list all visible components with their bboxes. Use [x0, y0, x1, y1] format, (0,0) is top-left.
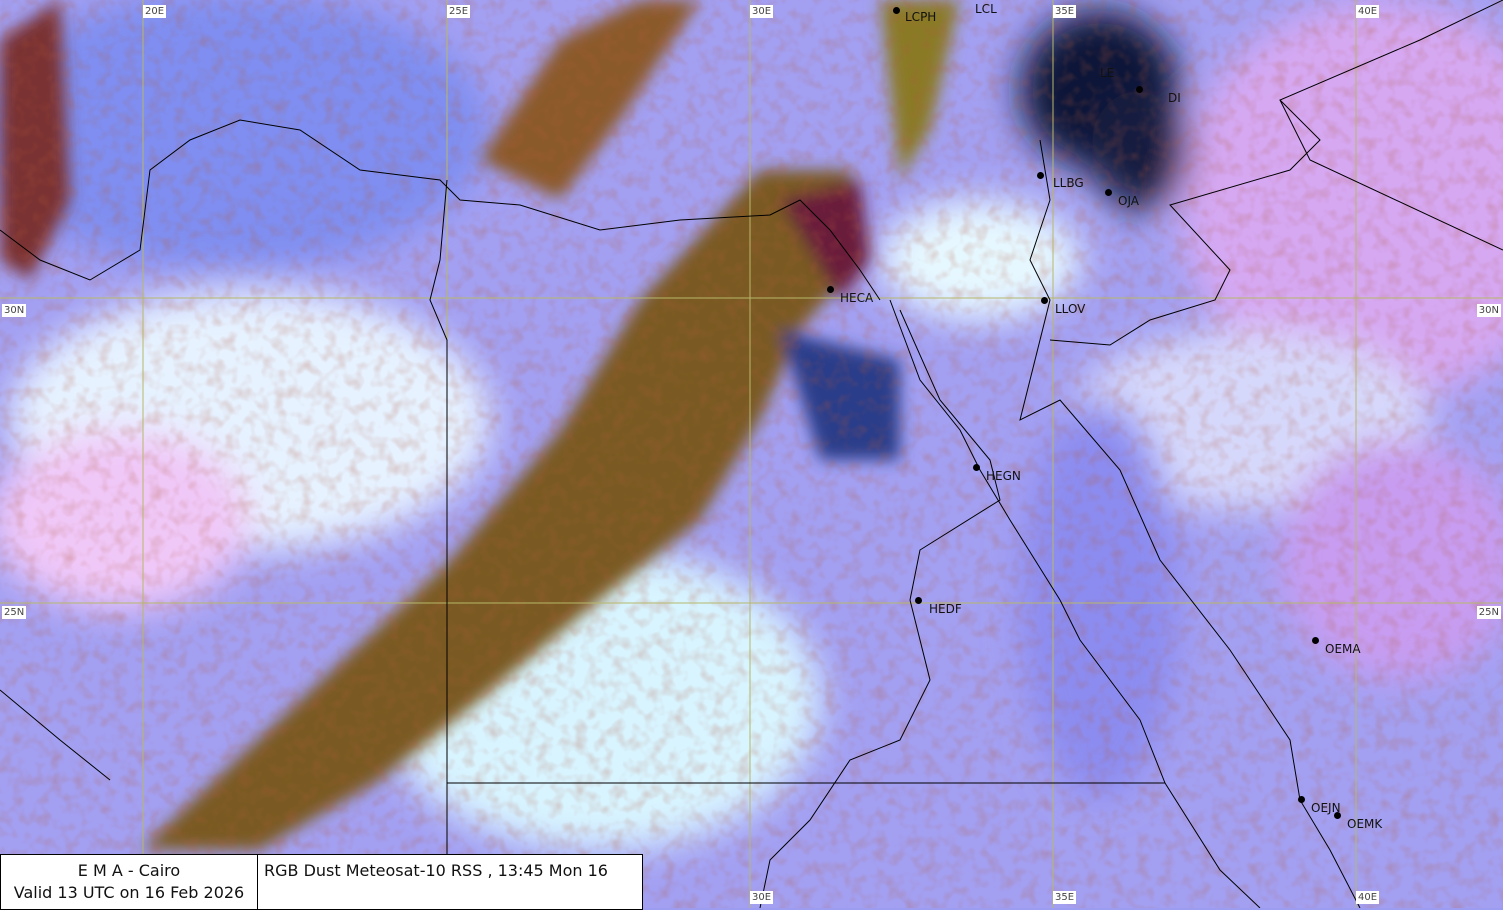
station-label: LCPH: [905, 10, 937, 24]
legend-valid-time: Valid 13 UTC on 16 Feb 2026: [13, 883, 245, 902]
legend-org: E M A - Cairo: [77, 861, 181, 880]
station-marker: [1105, 189, 1112, 196]
station-marker: [1041, 297, 1048, 304]
station-marker: [1136, 86, 1143, 93]
station-marker: [827, 286, 834, 293]
lon-label: 20E: [143, 5, 167, 18]
lon-label: 30E: [750, 5, 774, 18]
lon-label: 40E: [1356, 5, 1380, 18]
station-label: HEGN: [986, 469, 1021, 483]
lon-label: 35E: [1053, 891, 1077, 904]
lon-label: 40E: [1356, 891, 1380, 904]
station-marker: [893, 7, 900, 14]
lat-label: 30N: [1476, 304, 1501, 317]
lat-label: 25N: [1476, 606, 1501, 619]
station-label: OEJN: [1311, 801, 1341, 815]
lon-label: 30E: [750, 891, 774, 904]
station-label: HEDF: [929, 602, 962, 616]
station-marker: [915, 597, 922, 604]
station-marker: [1298, 796, 1305, 803]
station-label: DI: [1168, 91, 1181, 105]
station-label: LCL: [975, 2, 997, 16]
station-label: LE: [1100, 66, 1115, 80]
lat-label: 25N: [2, 606, 27, 619]
station-label: OEMA: [1325, 642, 1361, 656]
station-marker: [1334, 812, 1341, 819]
station-marker: [1312, 637, 1319, 644]
legend-product: RGB Dust Meteosat-10 RSS , 13:45 Mon 16: [264, 861, 608, 880]
station-marker: [1037, 172, 1044, 179]
legend-box: E M A - Cairo Valid 13 UTC on 16 Feb 202…: [0, 854, 643, 910]
station-label: OJA: [1118, 194, 1139, 208]
station-label: LLOV: [1055, 302, 1086, 316]
legend-source: E M A - Cairo Valid 13 UTC on 16 Feb 202…: [1, 855, 258, 909]
station-label: HECA: [840, 291, 874, 305]
lon-label: 35E: [1053, 5, 1077, 18]
station-label: OEMK: [1347, 817, 1383, 831]
station-marker: [973, 464, 980, 471]
lon-label: 25E: [447, 5, 471, 18]
lat-label: 30N: [2, 304, 27, 317]
station-label: LLBG: [1053, 176, 1084, 190]
